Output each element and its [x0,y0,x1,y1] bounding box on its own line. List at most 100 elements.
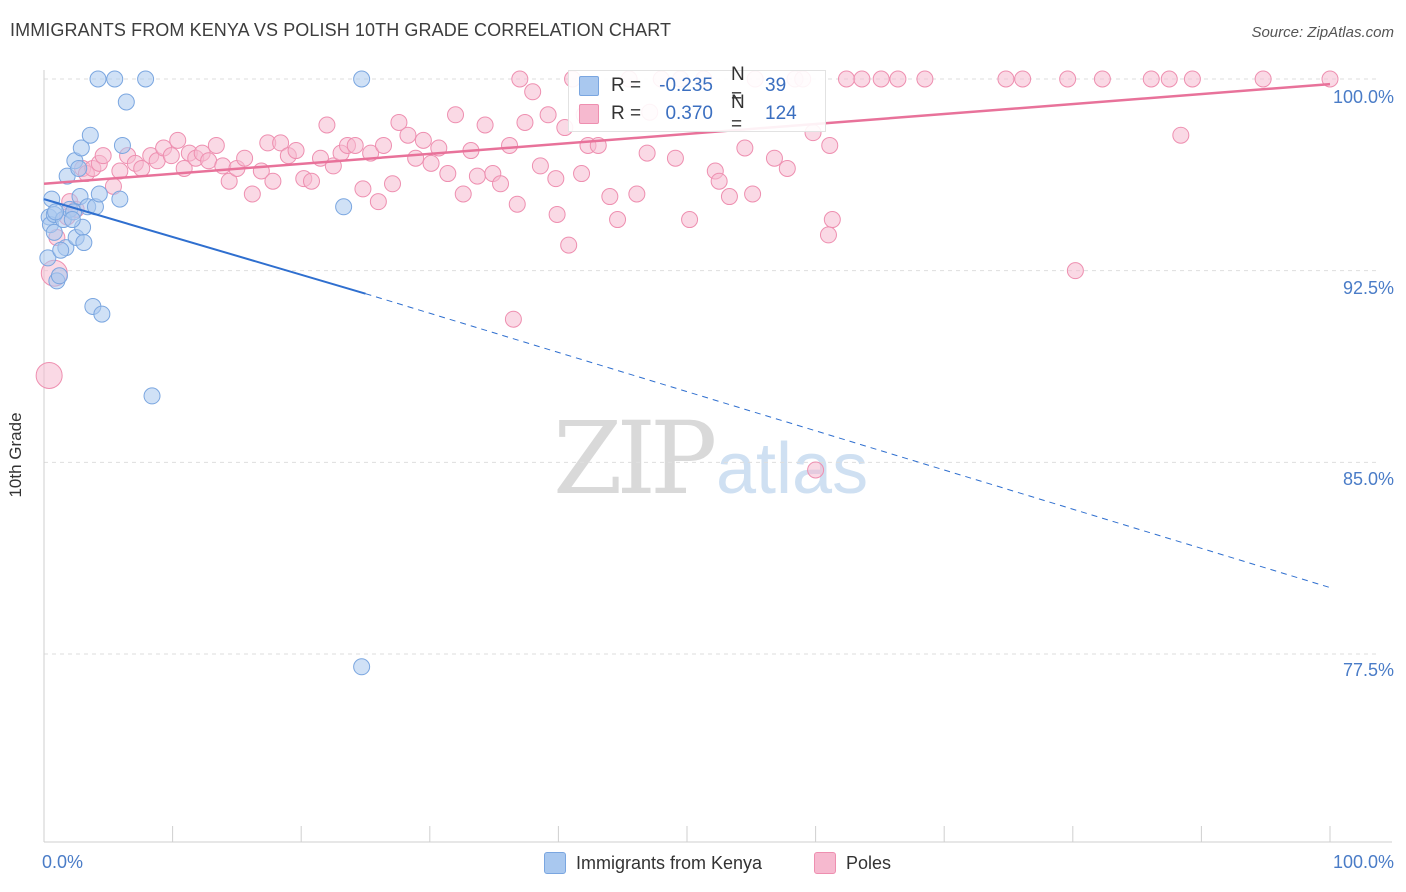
point-poles [504,310,522,328]
point-kenya [45,223,63,241]
point-poles [236,149,254,167]
point-poles [511,70,529,88]
legend-label-kenya: Immigrants from Kenya [576,852,763,873]
point-poles [162,147,180,165]
point-kenya [106,70,124,88]
point-kenya [75,234,93,252]
point-poles [399,126,417,144]
point-poles [1093,70,1111,88]
point-kenya [93,305,111,323]
watermark-atlas: atlas [716,429,869,509]
point-poles [872,70,890,88]
point-kenya [353,70,371,88]
point-poles [997,70,1015,88]
legend-n-label: N = [731,92,745,135]
point-poles [560,236,578,254]
point-poles [346,136,364,154]
point-poles [220,172,238,190]
point-poles [1183,70,1201,88]
point-poles [853,70,871,88]
point-poles [35,361,63,389]
point-poles [744,185,762,203]
point-kenya [117,93,135,111]
point-poles [609,211,627,229]
point-kenya [39,249,57,267]
series-legend: Immigrants from Kenya Poles [0,852,1406,878]
point-poles [516,113,534,131]
point-poles [476,116,494,134]
legend-item-kenya: Immigrants from Kenya [544,852,762,874]
point-poles [94,147,112,165]
point-poles [492,175,510,193]
legend-swatch-kenya [544,852,566,874]
point-kenya [63,211,81,229]
watermark-zip: ZIP [553,400,717,517]
point-kenya [137,70,155,88]
point-poles [318,116,336,134]
point-poles [601,188,619,206]
point-poles [681,211,699,229]
point-kenya [90,185,108,203]
legend-swatch-poles [579,104,599,124]
point-poles [447,106,465,124]
point-poles [1059,70,1077,88]
point-kenya [143,387,161,405]
legend-item-poles: Poles [814,852,891,874]
point-poles [1321,70,1339,88]
point-poles [439,165,457,183]
point-poles [628,185,646,203]
y-tick-label: 77.5% [1342,660,1394,680]
point-kenya [113,136,131,154]
point-kenya [50,267,68,285]
point-poles [916,70,934,88]
legend-swatch-poles [814,852,836,874]
point-poles [1142,70,1160,88]
legend-r-label: R = [611,103,642,124]
point-poles [807,461,825,479]
point-poles [375,136,393,154]
point-poles [638,144,656,162]
point-poles [508,195,526,213]
point-poles [1014,70,1032,88]
point-poles [819,226,837,244]
point-poles [778,159,796,177]
point-kenya [70,159,88,177]
point-poles [390,113,408,131]
y-tick-label: 92.5% [1342,278,1394,298]
point-poles [889,70,907,88]
legend-r-value: -0.235 [659,75,713,96]
source-label: Source: ZipAtlas.com [1251,24,1394,41]
point-poles [710,172,728,190]
legend-label-poles: Poles [846,852,892,873]
trendline-kenya [43,198,366,295]
legend-n-value: 124 [765,103,797,124]
point-kenya [81,126,99,144]
point-poles [1254,70,1272,88]
point-poles [354,180,372,198]
legend-swatch-kenya [579,76,599,96]
point-poles [243,185,261,203]
correlation-legend: R = -0.235 N = 39 R = 0.370 N = 124 [568,64,826,135]
point-poles [200,152,218,170]
point-poles [207,136,225,154]
point-kenya [47,203,65,221]
trendline-kenya-extension [365,293,1331,589]
point-poles [1066,262,1084,280]
legend-n-label: N = [731,64,745,107]
point-poles [736,139,754,157]
chart-title: IMMIGRANTS FROM KENYA VS POLISH 10TH GRA… [10,20,672,40]
point-kenya [89,70,107,88]
y-tick-label: 85.0% [1342,469,1394,489]
point-kenya [72,139,90,157]
point-poles [422,154,440,172]
point-poles [264,172,282,190]
point-poles [454,185,472,203]
point-poles [765,149,783,167]
x-tick-min: 0.0% [42,852,84,872]
point-poles [384,175,402,193]
point-poles [821,136,839,154]
point-poles [468,167,486,185]
point-poles [823,211,841,229]
point-kenya [52,241,70,259]
